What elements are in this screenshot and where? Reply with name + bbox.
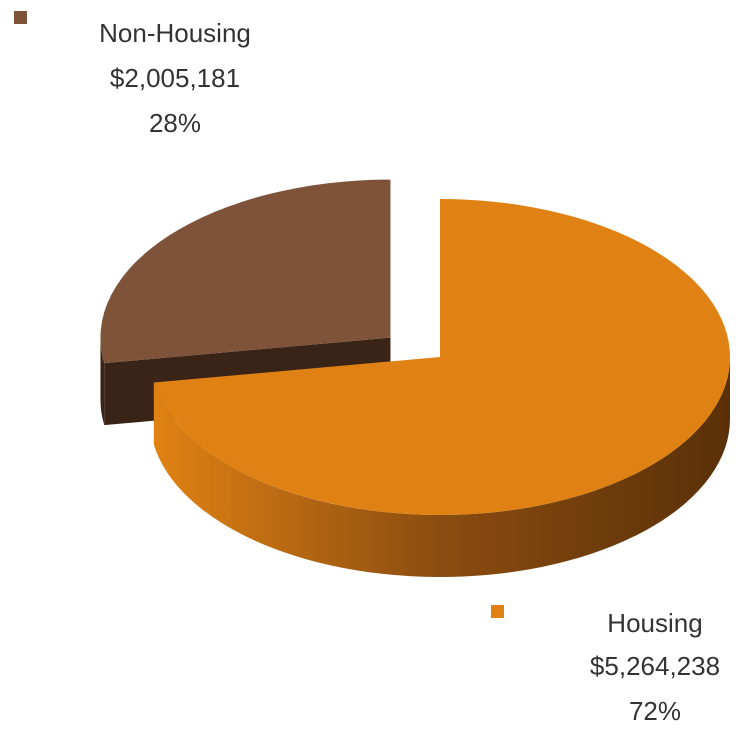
slice-side xyxy=(100,337,105,426)
slice-side xyxy=(153,357,730,578)
slice xyxy=(153,199,731,515)
legend-swatch xyxy=(491,605,504,618)
label-percent: 72% xyxy=(629,696,681,726)
label-value: $5,264,238 xyxy=(590,651,720,681)
label-name: Housing xyxy=(607,608,702,638)
label-percent: 28% xyxy=(149,108,201,138)
slice xyxy=(100,179,391,364)
label-value: $2,005,181 xyxy=(110,63,240,93)
legend-swatch xyxy=(14,11,27,24)
label-name: Non-Housing xyxy=(99,18,251,48)
